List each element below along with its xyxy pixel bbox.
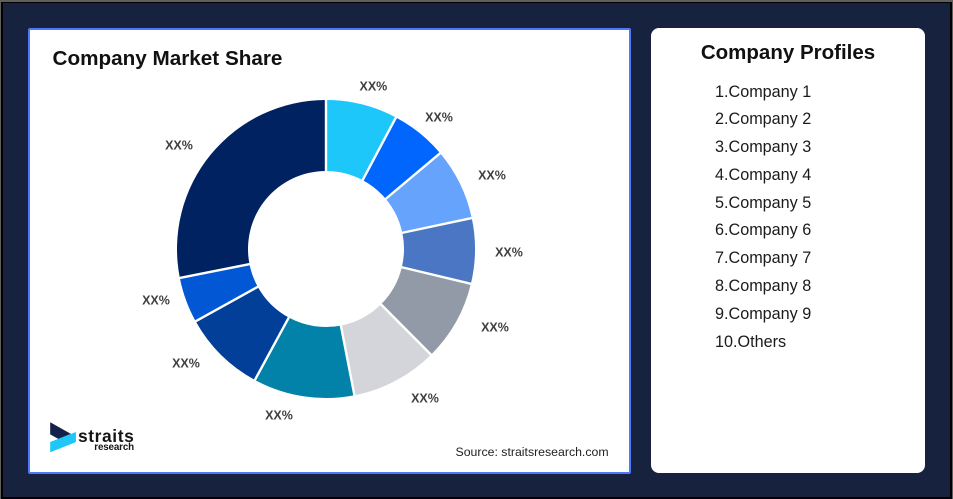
svg-text:XX%: XX%	[165, 138, 193, 152]
svg-text:XX%: XX%	[411, 391, 439, 405]
svg-text:XX%: XX%	[265, 408, 293, 422]
svg-text:XX%: XX%	[172, 356, 200, 370]
svg-text:XX%: XX%	[481, 320, 509, 334]
svg-text:XX%: XX%	[478, 168, 506, 182]
svg-text:XX%: XX%	[360, 80, 388, 94]
svg-text:XX%: XX%	[495, 245, 523, 259]
svg-text:XX%: XX%	[425, 110, 453, 124]
svg-text:XX%: XX%	[142, 293, 170, 307]
